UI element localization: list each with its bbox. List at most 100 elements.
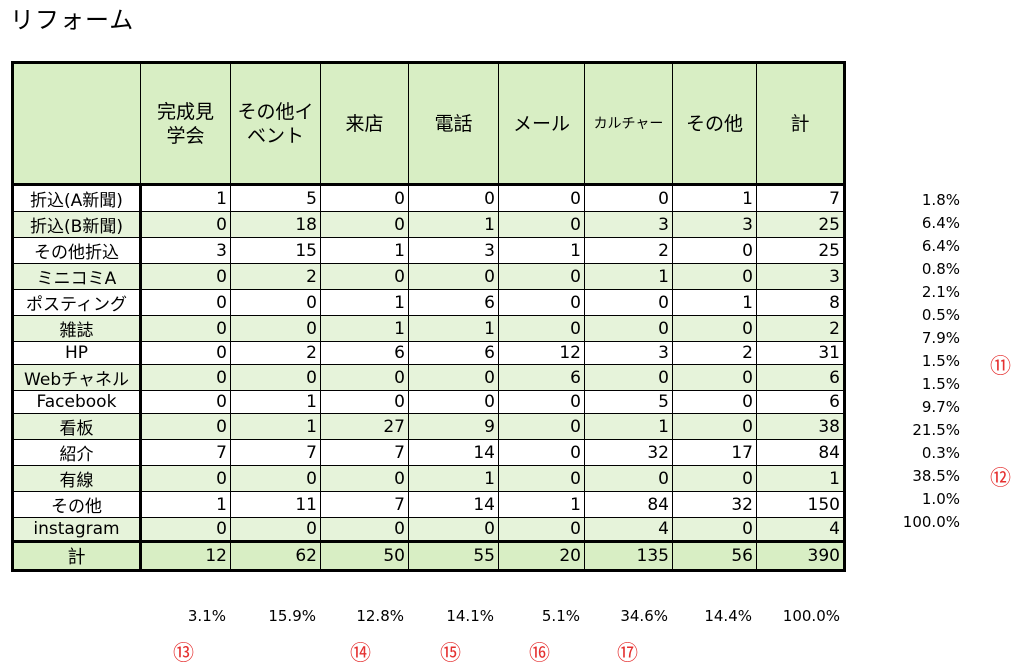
- row-label: 雑誌: [11, 315, 142, 342]
- row-label: その他折込: [11, 237, 142, 264]
- table-cell: 1: [408, 465, 499, 492]
- header-cell: 計: [756, 61, 846, 186]
- table-cell: 0: [672, 237, 757, 264]
- table-cell: 0: [672, 364, 757, 391]
- table-cell: 0: [230, 364, 321, 391]
- table-cell: 14: [408, 491, 499, 518]
- table-row: 雑誌 0 0 1 1 0 0 0 2: [11, 315, 846, 342]
- table-row: Webチャネル 0 0 0 0 6 0 0 6: [11, 364, 846, 391]
- table-cell: 0: [408, 390, 499, 414]
- table-cell: 1: [230, 413, 321, 440]
- table-cell: 6: [408, 289, 499, 316]
- column-percent: 34.6%: [620, 607, 668, 625]
- row-label: 紹介: [11, 439, 142, 466]
- table-cell: 4: [756, 517, 846, 542]
- table-cell: 0: [408, 263, 499, 290]
- table-cell: 6: [498, 364, 585, 391]
- table-cell: 0: [584, 364, 673, 391]
- header-row: 完成見学会 その他イベント 来店 電話 メール カルチャー その他 計: [11, 61, 846, 186]
- table-cell: 0: [320, 517, 409, 542]
- marker-13: ⑬: [173, 641, 194, 665]
- row-percent: 21.5%: [912, 421, 960, 439]
- row-percent: 0.5%: [921, 306, 960, 324]
- marker-12: ⑫: [990, 466, 1011, 490]
- table-cell: 150: [756, 491, 846, 518]
- row-percent: 0.3%: [921, 444, 960, 462]
- column-percent: 3.1%: [187, 607, 226, 625]
- table-cell: 1: [584, 263, 673, 290]
- table-cell: 1: [408, 211, 499, 238]
- table-cell: 0: [498, 315, 585, 342]
- total-cell: 20: [498, 540, 585, 572]
- table-cell: 0: [584, 315, 673, 342]
- table-cell: 2: [230, 263, 321, 290]
- table-cell: 32: [672, 491, 757, 518]
- table-cell: 17: [672, 439, 757, 466]
- table-cell: 1: [498, 491, 585, 518]
- table-row: Facebook 0 1 0 0 0 5 0 6: [11, 390, 846, 414]
- table-cell: 0: [140, 315, 231, 342]
- table-cell: 3: [584, 211, 673, 238]
- table-cell: 5: [584, 390, 673, 414]
- table-cell: 3: [672, 211, 757, 238]
- column-percent-row: 3.1% 15.9% 12.8% 14.1% 5.1% 34.6% 14.4% 100.0%: [142, 604, 846, 628]
- table-cell: 2: [230, 341, 321, 365]
- table-cell: 1: [498, 237, 585, 264]
- total-cell: 55: [408, 540, 499, 572]
- table-cell: 0: [672, 315, 757, 342]
- table-cell: 0: [140, 517, 231, 542]
- header-corner: [11, 61, 141, 186]
- table-cell: 4: [584, 517, 673, 542]
- row-label: 有線: [11, 465, 142, 492]
- table-cell: 7: [230, 439, 321, 466]
- marker-17: ⑰: [617, 641, 638, 665]
- table-cell: 7: [320, 439, 409, 466]
- table-cell: 0: [498, 263, 585, 290]
- row-label: HP: [11, 341, 142, 365]
- table-row: instagram 0 0 0 0 0 4 0 4: [11, 517, 846, 542]
- table-cell: 0: [140, 263, 231, 290]
- table-cell: 0: [672, 390, 757, 414]
- table-cell: 0: [320, 390, 409, 414]
- row-label: 折込(B新聞): [11, 211, 142, 238]
- table-cell: 1: [320, 289, 409, 316]
- table-cell: 0: [498, 465, 585, 492]
- table-row: その他 1 11 7 14 1 84 32 150: [11, 491, 846, 518]
- table-cell: 7: [140, 439, 231, 466]
- table-row: その他折込 3 15 1 3 1 2 0 25: [11, 237, 846, 264]
- table-cell: 7: [320, 491, 409, 518]
- table-cell: 31: [756, 341, 846, 365]
- table-cell: 2: [756, 315, 846, 342]
- row-percent: 38.5%: [912, 467, 960, 485]
- table-cell: 0: [408, 517, 499, 542]
- total-cell: 50: [320, 540, 409, 572]
- table-cell: 2: [672, 341, 757, 365]
- total-cell: 62: [230, 540, 321, 572]
- row-percent: 0.8%: [921, 260, 960, 278]
- table-row: ミニコミA 0 2 0 0 0 1 0 3: [11, 263, 846, 290]
- row-percent-column: 1.8% 6.4% 6.4% 0.8% 2.1% 0.5% 7.9% 1.5% 1.5% 9.7%…: [870, 189, 960, 534]
- header-cell: その他: [672, 61, 757, 186]
- table-cell: 1: [320, 237, 409, 264]
- total-cell: 56: [672, 540, 757, 572]
- table-cell: 0: [230, 517, 321, 542]
- row-label: 折込(A新聞): [11, 184, 142, 212]
- table-row: 看板 0 1 27 9 0 1 0 38: [11, 413, 846, 440]
- table-cell: 6: [320, 341, 409, 365]
- table-cell: 18: [230, 211, 321, 238]
- total-cell: 135: [584, 540, 673, 572]
- table-cell: 0: [672, 413, 757, 440]
- table-cell: 2: [584, 237, 673, 264]
- row-label: 看板: [11, 413, 142, 440]
- table-cell: 6: [408, 341, 499, 365]
- table-cell: 1: [756, 465, 846, 492]
- total-label: 計: [11, 540, 142, 572]
- total-cell: 12: [140, 540, 231, 572]
- table-cell: 5: [230, 184, 321, 212]
- row-label: その他: [11, 491, 142, 518]
- table-cell: 0: [230, 289, 321, 316]
- table-cell: 0: [140, 465, 231, 492]
- column-percent: 15.9%: [268, 607, 316, 625]
- table-cell: 25: [756, 237, 846, 264]
- table-cell: 0: [320, 184, 409, 212]
